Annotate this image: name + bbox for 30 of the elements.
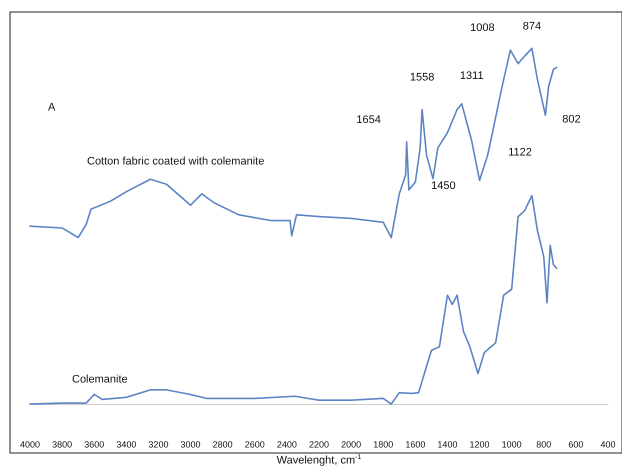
x-tick-label: 2800	[212, 440, 233, 450]
x-tick-label: 1800	[373, 440, 394, 450]
annotation: 1558	[410, 72, 434, 84]
x-tick-label: 3200	[148, 440, 168, 450]
annotation: 874	[522, 20, 542, 32]
annotation: 802	[562, 114, 581, 126]
x-tick-label: 2000	[341, 440, 362, 450]
x-tick-label: 1400	[437, 440, 458, 450]
x-tick-label: 800	[536, 440, 552, 450]
x-tick-label: 3800	[52, 440, 72, 450]
x-tick-label: 400	[600, 440, 616, 450]
annotation: 1122	[508, 146, 532, 158]
x-tick-label: 2400	[276, 440, 297, 450]
x-tick-label: 1600	[405, 440, 426, 450]
annotation: 1450	[431, 180, 456, 192]
text: Cotton fabric coated with colemanite	[87, 156, 264, 168]
annotation: A	[48, 102, 56, 114]
x-tick-label: 1000	[502, 440, 522, 450]
annotation: 1311	[460, 70, 484, 82]
series-label: Colemanite	[72, 374, 128, 386]
x-tick-label: 1200	[470, 440, 490, 450]
x-tick-label: 3000	[180, 440, 201, 450]
x-tick-label: 600	[568, 440, 584, 450]
annotation: 1654	[356, 114, 381, 126]
x-tick-label: 2200	[308, 440, 330, 450]
x-tick-label: 4000	[20, 440, 40, 450]
x-tick-label: 3600	[84, 440, 104, 450]
x-tick-label: 2600	[244, 440, 265, 450]
x-tick-label: 3400	[116, 440, 136, 450]
annotation: 1008	[470, 22, 495, 34]
